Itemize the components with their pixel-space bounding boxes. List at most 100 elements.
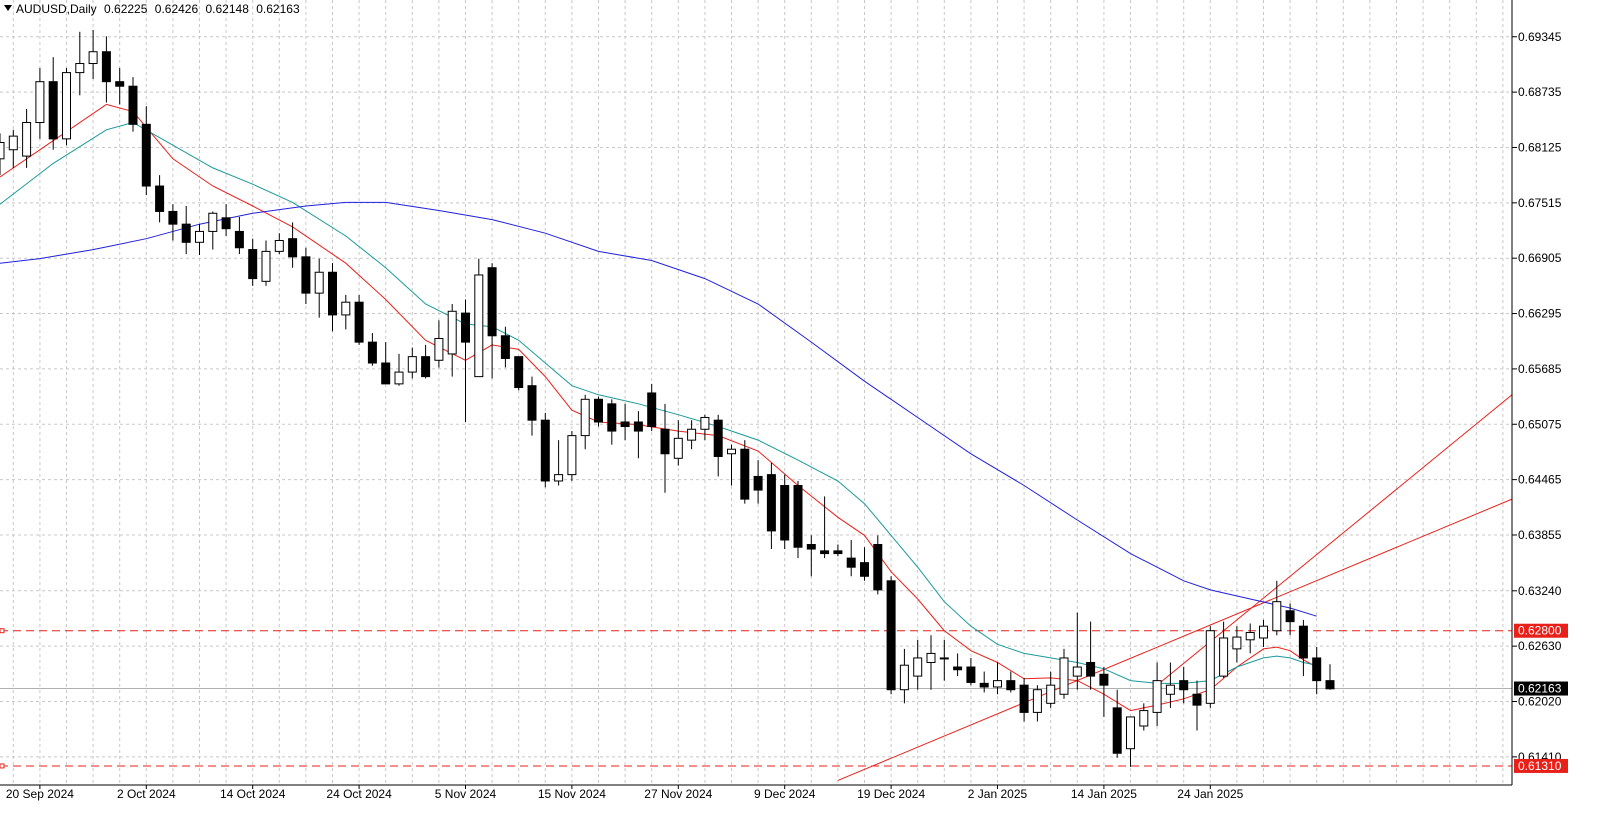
candle-bull [88, 51, 98, 65]
x-tick-label: 2 Jan 2025 [968, 787, 1028, 801]
candle-bear [248, 249, 258, 280]
candle-bull [314, 271, 324, 294]
candle-bear [461, 312, 470, 343]
candle-bear [514, 356, 524, 389]
candle-bear [234, 230, 244, 249]
candle-bull [673, 437, 683, 459]
y-tick-label: 0.68125 [1518, 140, 1562, 154]
candle-bull [1126, 716, 1135, 750]
candle-bull [1152, 680, 1162, 713]
candle-bull [447, 310, 457, 355]
channel-line-lower [837, 498, 1513, 781]
candle-bear [860, 562, 869, 577]
x-tick-label: 24 Oct 2024 [326, 787, 392, 801]
candle-bear [1285, 610, 1295, 623]
candle-bear [647, 392, 657, 428]
candle-bull [567, 435, 577, 476]
candle-bull [1139, 710, 1149, 727]
candle-bear [1006, 680, 1016, 691]
low-value: 0.62148 [205, 2, 249, 16]
y-tick-label: 0.63240 [1518, 584, 1562, 598]
open-value: 0.62225 [104, 2, 148, 16]
candle-bull [727, 448, 736, 455]
candle-bear [820, 550, 830, 555]
level-price-label: 0.62800 [1518, 624, 1562, 638]
candle-bear [1298, 625, 1308, 659]
candle-bear [1112, 707, 1122, 754]
level-price-tag [1514, 758, 1568, 773]
current-price-label: 0.62163 [1518, 682, 1562, 696]
candle-bear [155, 185, 165, 212]
candle-bear [421, 356, 431, 378]
high-value: 0.62426 [154, 2, 199, 16]
candle-bull [261, 250, 271, 282]
candle-bear [1019, 684, 1029, 713]
candle-bear [381, 362, 391, 385]
x-tick-label: 20 Sep 2024 [6, 787, 74, 801]
candle-bear [115, 81, 125, 87]
candle-bear [713, 419, 723, 457]
x-tick-label: 24 Jan 2025 [1177, 787, 1243, 801]
candle-bear [1179, 680, 1189, 691]
candle-bull [1165, 684, 1175, 695]
candle-bear [487, 267, 497, 337]
candle-bear [740, 448, 750, 500]
candle-bear [1086, 661, 1096, 677]
candle-bear [966, 666, 976, 683]
candle-bear [766, 474, 776, 532]
candle-bear [128, 85, 138, 125]
candle-bull [1232, 636, 1242, 650]
candle-bear [833, 550, 843, 555]
level-anchor-handle[interactable] [0, 628, 5, 634]
y-tick-label: 0.64465 [1518, 473, 1562, 487]
candle-bear [288, 238, 298, 258]
x-tick-label: 14 Jan 2025 [1071, 787, 1137, 801]
chart-header: AUDUSD,Daily 0.62225 0.62426 0.62148 0.6… [4, 2, 304, 16]
candle-bear [594, 398, 603, 423]
y-tick-label: 0.63855 [1518, 528, 1562, 542]
candle-bear [806, 544, 816, 550]
candle-bear [620, 421, 630, 428]
candle-bear [846, 557, 856, 568]
candle-bear [48, 81, 58, 140]
candle-bear [221, 217, 231, 230]
level-anchor-handle[interactable] [0, 763, 5, 769]
candle-bear [1325, 680, 1335, 690]
candle-bear [979, 682, 989, 688]
candle-bull [195, 230, 204, 243]
level-price-label: 0.61310 [1518, 759, 1562, 773]
candle-bull [1032, 689, 1042, 713]
candle-bull [700, 416, 710, 430]
candle-bear [1099, 673, 1109, 686]
candle-bear [1192, 693, 1202, 706]
candles [0, 29, 1335, 767]
candle-bear [793, 485, 803, 548]
candle-bull [913, 657, 923, 677]
y-tick-label: 0.62630 [1518, 639, 1562, 653]
candle-bear [527, 385, 537, 421]
candle-bull [474, 274, 484, 378]
candle-bull [75, 63, 85, 74]
candle-bear [1312, 657, 1322, 682]
candle-bull [993, 680, 1002, 688]
candle-bear [607, 403, 617, 432]
candle-bull [434, 338, 444, 361]
x-tick-label: 9 Dec 2024 [754, 787, 816, 801]
dropdown-triangle-icon[interactable] [4, 5, 12, 11]
candle-bull [1219, 637, 1229, 677]
candle-bear [168, 210, 178, 225]
candle-bear [328, 271, 337, 316]
level-price-tag [1514, 623, 1568, 638]
axes: 0.69345 0.68735 0.68125 0.67515 0.66905 0.662… [0, 0, 1568, 801]
candle-bull [1072, 666, 1082, 677]
candle-bull [208, 212, 218, 232]
y-tick-label: 0.66295 [1518, 307, 1562, 321]
candle-bear [141, 123, 151, 187]
candle-bull [8, 135, 18, 151]
current-price-tag [1514, 681, 1568, 696]
candle-bear [660, 428, 670, 455]
candle-bull [926, 652, 936, 663]
x-tick-label: 27 Nov 2024 [644, 787, 712, 801]
